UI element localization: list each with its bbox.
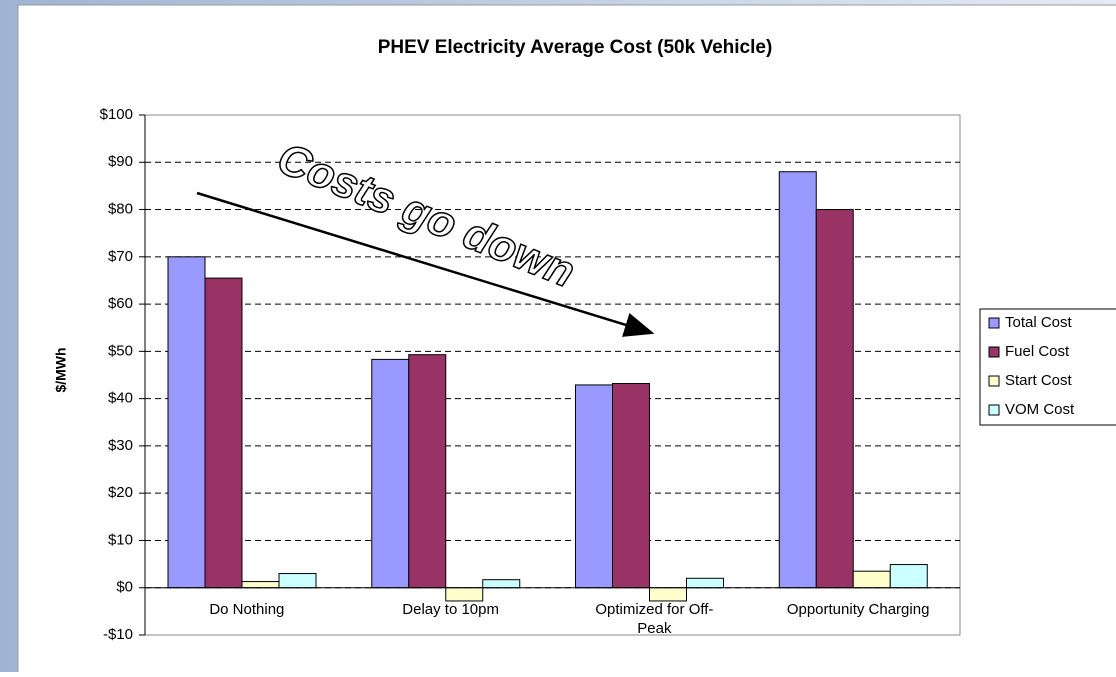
bar	[167, 256, 206, 589]
bar	[204, 277, 243, 589]
x-tick-label-box: Do Nothing	[209, 600, 285, 618]
y-tick-label: $0	[116, 579, 133, 596]
legend-label: Start Cost	[1005, 372, 1073, 389]
y-tick-label: $90	[108, 153, 133, 170]
bar	[408, 354, 447, 589]
y-tick-label: $60	[108, 295, 133, 312]
x-tick-label-box: Optimized for Off-Peak	[595, 600, 714, 637]
x-tick-label: Delay to 10pm	[402, 600, 499, 618]
legend-label: VOM Cost	[1005, 401, 1075, 418]
legend-label: Fuel Cost	[1005, 343, 1070, 360]
bar	[612, 383, 650, 589]
y-tick-label: $30	[108, 437, 133, 454]
legend-swatch	[988, 404, 1000, 416]
bar	[778, 171, 817, 589]
x-tick-label: Do Nothing	[209, 600, 285, 618]
legend-swatch	[988, 346, 1000, 358]
bar	[575, 384, 613, 589]
annotation-arrow	[196, 191, 655, 337]
y-tick-label: $10	[108, 531, 133, 548]
y-tick-label: $20	[108, 484, 133, 501]
x-tick-label-box: Opportunity Charging	[786, 600, 930, 618]
bar	[686, 577, 724, 589]
bar	[815, 209, 854, 589]
chart-title: PHEV Electricity Average Cost (50k Vehic…	[378, 37, 773, 58]
legend-swatch	[988, 375, 1000, 387]
x-tick-label: Opportunity Charging	[786, 600, 930, 618]
x-tick-label: Optimized for Off-Peak	[595, 600, 714, 637]
y-tick-label: -$10	[103, 626, 133, 643]
legend-swatch	[988, 317, 1000, 329]
bar	[852, 570, 891, 589]
y-tick-label: $70	[108, 248, 133, 265]
bar	[278, 573, 317, 589]
y-tick-label: $50	[108, 342, 133, 359]
bar	[889, 564, 928, 589]
bar	[371, 358, 410, 589]
legend-label: Total Cost	[1005, 314, 1073, 331]
bar	[241, 581, 280, 589]
legend	[979, 308, 1116, 426]
x-tick-label-box: Delay to 10pm	[402, 600, 499, 618]
y-axis-label: $/MWh	[53, 347, 69, 392]
bar	[482, 579, 521, 589]
y-tick-label: $100	[100, 106, 133, 123]
y-tick-label: $80	[108, 201, 133, 218]
y-tick-label: $40	[108, 390, 133, 407]
